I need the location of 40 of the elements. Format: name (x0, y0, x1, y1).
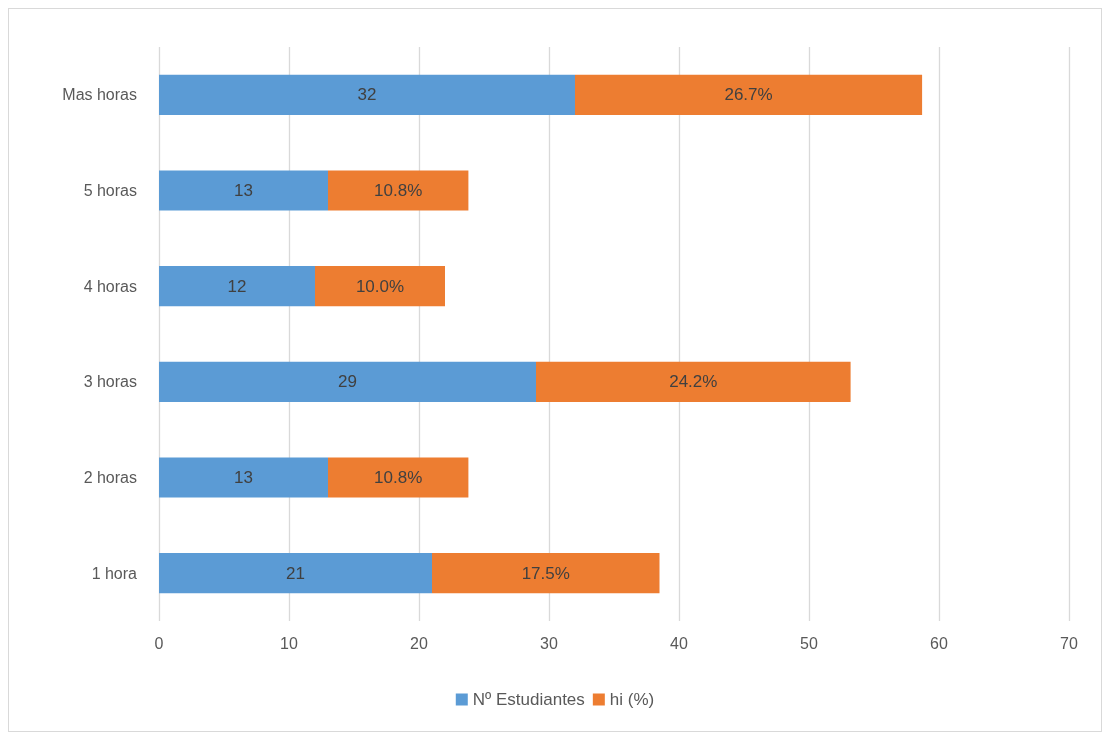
y-tick-label: 2 horas (83, 469, 137, 486)
x-tick-label: 10 (280, 634, 298, 652)
data-label: 13 (234, 181, 253, 200)
bar (159, 553, 432, 594)
x-tick-label: 40 (670, 634, 688, 652)
bar (432, 553, 660, 594)
legend-label: hi (%) (609, 690, 655, 709)
x-tick-label: 60 (930, 634, 948, 652)
bar (536, 361, 851, 402)
x-tick-label: 50 (800, 634, 818, 652)
data-label: 12 (227, 276, 247, 296)
data-label: 10.0% (355, 276, 405, 296)
bar (328, 457, 469, 498)
legend-label: Nº Estudiantes (472, 690, 585, 709)
y-tick-label: 1 hora (91, 564, 138, 582)
bar (159, 361, 536, 402)
data-label: 24.2% (669, 372, 718, 392)
data-label: 32 (357, 85, 377, 105)
x-tick-label: 0 (154, 634, 164, 652)
y-tick-label: 3 horas (83, 373, 137, 391)
x-tick-label: 20 (410, 634, 428, 652)
data-label: 26.7% (724, 85, 773, 105)
y-tick-label: Mas horas (62, 86, 137, 104)
data-label: 10.8% (374, 181, 423, 200)
y-tick-label: 4 horas (83, 277, 137, 295)
bar (575, 74, 923, 115)
y-tick-label: 5 horas (83, 182, 137, 199)
bar (328, 170, 469, 211)
data-label: 21 (286, 563, 305, 583)
x-tick-label: 30 (540, 634, 558, 652)
bar (159, 74, 575, 115)
bar (159, 170, 328, 211)
bar (315, 266, 445, 307)
data-label: 17.5% (521, 563, 570, 583)
bar (159, 457, 328, 498)
data-label: 29 (338, 372, 357, 392)
data-label: 13 (234, 468, 253, 487)
data-label: 10.8% (374, 468, 423, 487)
bar (159, 266, 315, 307)
x-tick-label: 70 (1060, 634, 1078, 652)
